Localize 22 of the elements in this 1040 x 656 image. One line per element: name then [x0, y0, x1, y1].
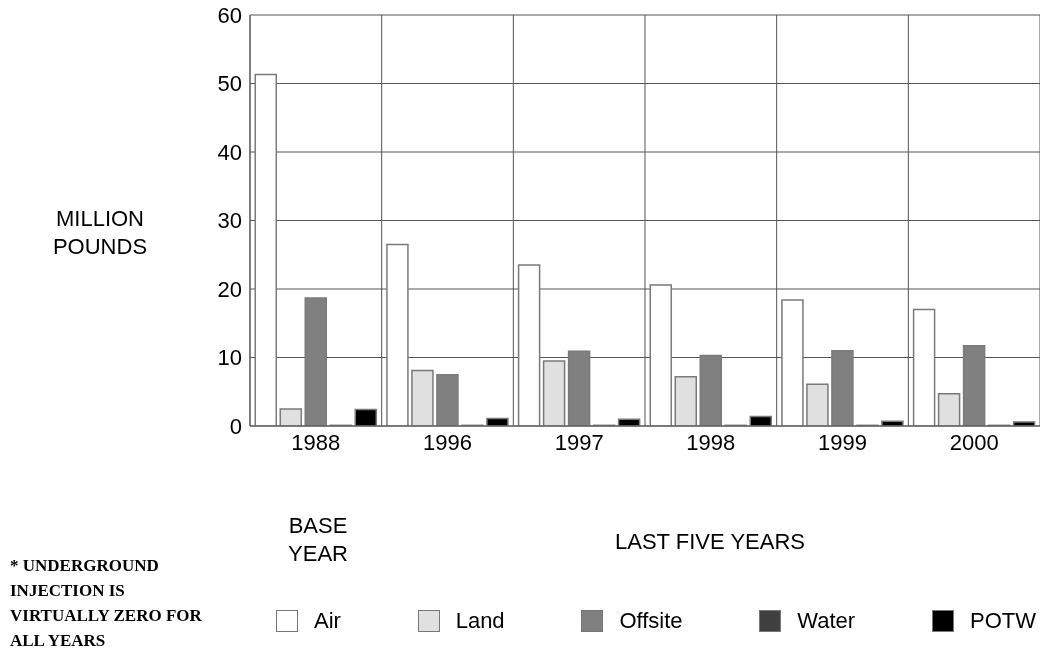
x-tick-label: 1999	[818, 429, 867, 455]
y-tick-label: 50	[217, 71, 242, 97]
y-tick-label: 30	[217, 208, 242, 234]
x-tick-label: 1997	[554, 429, 604, 455]
x-tick-label: 1988	[291, 429, 341, 455]
text: LAST FIVE YEARS	[614, 528, 806, 556]
y-tick-label: 0	[229, 413, 242, 439]
text: * UNDERGROUND INJECTION IS VIRTUALLY ZERO FOR ALL YEARS	[10, 555, 203, 652]
legend-label: Land	[455, 608, 505, 634]
y-tick-label: 60	[217, 2, 242, 28]
y-tick-label: 10	[217, 345, 242, 371]
y-tick-label: 20	[217, 276, 242, 302]
y-axis-title: MILLION POUNDS	[51, 205, 149, 261]
text: BASE YEAR	[287, 512, 349, 568]
x-tick-label: 1998	[686, 429, 736, 455]
x-tick-label: 2000	[949, 429, 999, 455]
legend-label: Water	[797, 608, 856, 634]
legend-label: POTW	[969, 608, 1036, 634]
legend-label: Air	[314, 608, 341, 634]
x-tick-label: 1996	[423, 429, 472, 455]
legend-label: Offsite	[619, 608, 683, 634]
y-tick-label: 40	[217, 139, 242, 165]
